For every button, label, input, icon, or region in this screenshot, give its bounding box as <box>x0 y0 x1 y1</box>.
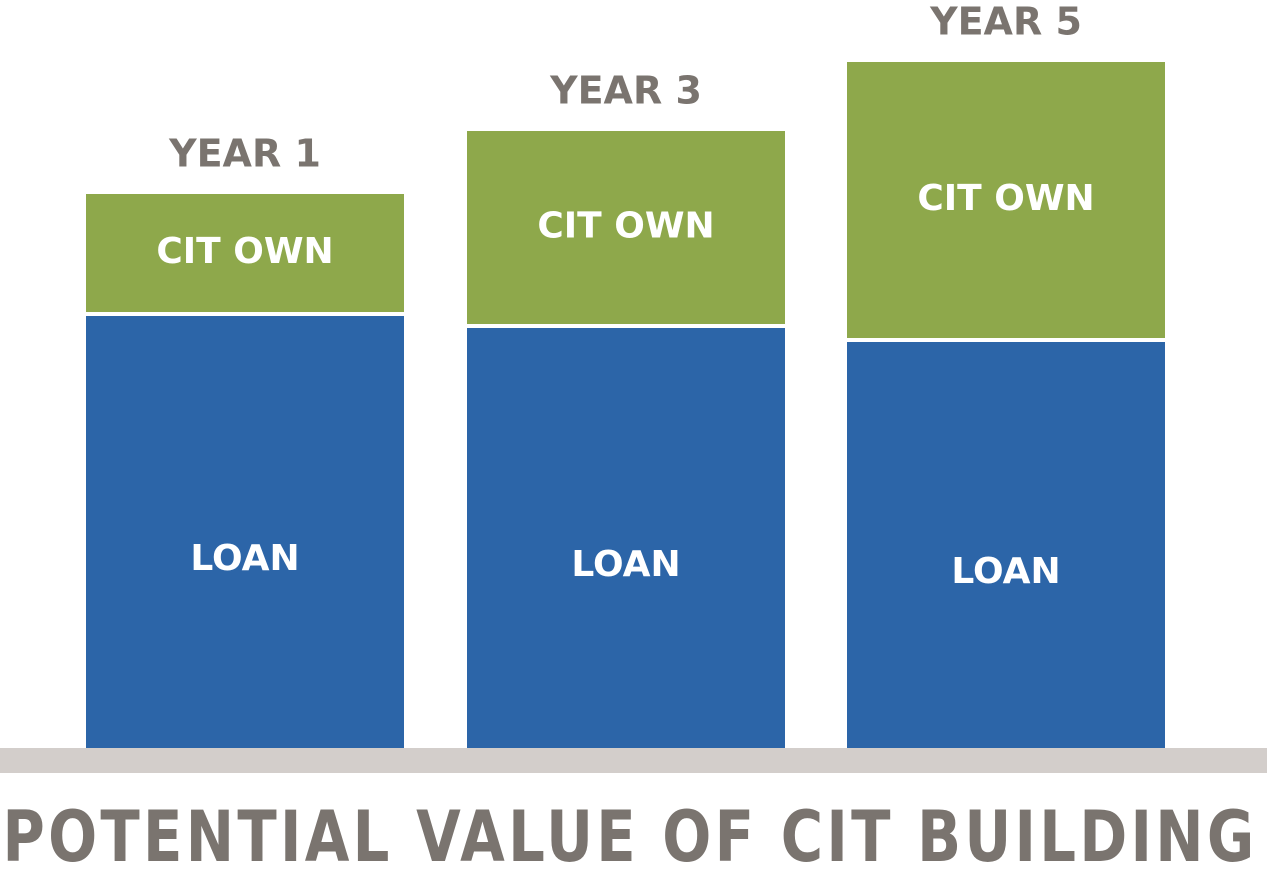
bar-segment <box>847 62 1165 338</box>
category-label: YEAR 3 <box>549 69 702 113</box>
category-label: YEAR 1 <box>168 132 321 176</box>
bar-segment <box>467 328 785 748</box>
segment-label: CIT OWN <box>537 206 714 247</box>
segment-label: CIT OWN <box>156 231 333 272</box>
bar-segment <box>847 342 1165 748</box>
bar-segment <box>86 316 404 748</box>
bar-segment <box>467 131 785 324</box>
chart-title: POTENTIAL VALUE OF CIT BUILDING <box>3 796 1258 872</box>
baseline <box>0 748 1267 773</box>
segment-label: LOAN <box>571 544 680 585</box>
category-label: YEAR 5 <box>929 0 1082 44</box>
segment-label: LOAN <box>190 538 299 579</box>
segment-label: CIT OWN <box>917 178 1094 219</box>
segment-label: LOAN <box>951 551 1060 592</box>
bar-segment <box>86 194 404 312</box>
